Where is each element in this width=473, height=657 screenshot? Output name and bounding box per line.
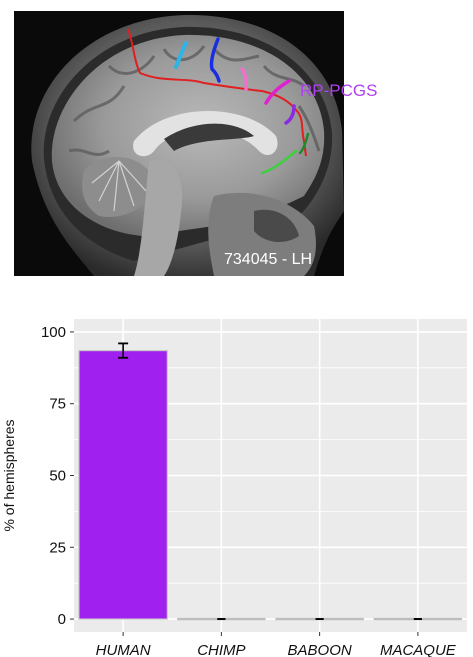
x-axis-ticks: HUMAN CHIMP BABOON MACAQUE: [96, 632, 457, 657]
y-tick-label: 0: [58, 611, 66, 628]
bar-human: [78, 349, 168, 620]
x-tick-label: HUMAN: [96, 642, 151, 657]
mri-brain-image: [14, 11, 344, 276]
x-tick-label: CHIMP: [197, 642, 245, 657]
bar-chart-svg: 0 25 50 75 100 HUMAN CHIMP BABOON MACAQUE % of …: [1, 319, 467, 657]
y-tick-label: 75: [49, 396, 66, 413]
x-tick-label: MACAQUE: [380, 642, 457, 657]
bars: [78, 349, 463, 621]
y-axis-ticks: 0 25 50 75 100: [41, 324, 74, 628]
bar-chart: 0 25 50 75 100 HUMAN CHIMP BABOON MACAQUE % of …: [0, 295, 473, 657]
mri-brain-drawing: [14, 11, 344, 276]
y-axis-label: % of hemispheres: [1, 419, 17, 531]
y-tick-label: 25: [49, 539, 66, 556]
x-tick-label: BABOON: [288, 642, 352, 657]
y-tick-label: 100: [41, 324, 66, 341]
error-bars: [118, 342, 422, 620]
y-tick-label: 50: [49, 468, 66, 485]
